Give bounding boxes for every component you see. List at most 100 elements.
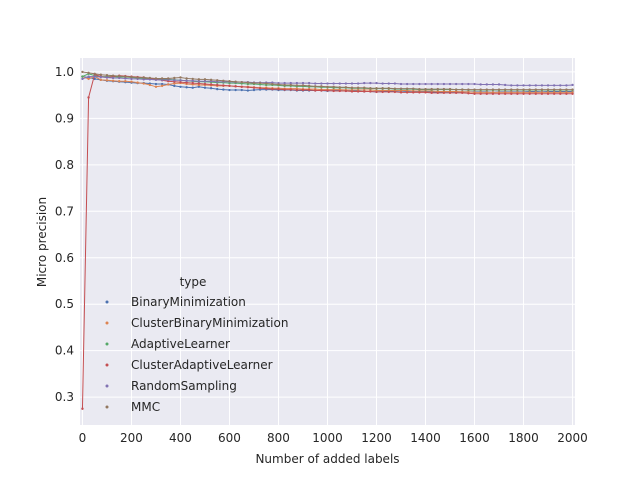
data-point [160, 77, 164, 80]
data-point [448, 82, 452, 86]
data-point [497, 83, 501, 86]
data-point [209, 86, 213, 90]
data-point [277, 83, 280, 86]
data-point [565, 92, 568, 95]
data-point [148, 76, 152, 80]
data-point [130, 80, 133, 83]
data-point [314, 82, 317, 85]
data-point [503, 83, 507, 87]
data-point [412, 91, 415, 94]
data-point [130, 77, 133, 81]
data-point [467, 88, 470, 91]
data-point [565, 88, 568, 91]
legend-entry: MMC [131, 400, 160, 414]
data-point [467, 92, 470, 95]
data-point [320, 82, 323, 85]
data-point [234, 88, 237, 92]
data-point [124, 75, 127, 78]
series-5 [81, 70, 574, 91]
data-point [179, 79, 182, 82]
data-point [491, 92, 495, 95]
data-point [118, 76, 121, 80]
data-point [197, 78, 201, 81]
data-point [540, 84, 544, 87]
data-point [209, 83, 213, 86]
data-point [160, 84, 164, 88]
data-point [203, 78, 207, 81]
data-point [185, 81, 188, 84]
y-tick-label: 0.9 [55, 111, 74, 125]
data-point [301, 81, 305, 85]
data-point [485, 83, 488, 86]
data-point [271, 87, 274, 91]
legend-marker [105, 342, 109, 346]
data-point [418, 91, 421, 94]
data-point [307, 81, 311, 85]
data-point [173, 79, 176, 82]
data-point [240, 88, 243, 92]
data-point [412, 82, 415, 86]
data-point [191, 79, 194, 82]
data-point [363, 86, 366, 89]
data-point [418, 82, 421, 86]
data-point [326, 89, 329, 92]
data-point [516, 88, 519, 91]
data-point [393, 90, 397, 94]
data-point [185, 77, 188, 80]
data-point [234, 85, 237, 88]
data-point [332, 89, 335, 93]
data-point [307, 88, 311, 92]
data-point [87, 75, 90, 78]
x-tick-label: 600 [218, 431, 241, 445]
data-point [258, 86, 262, 90]
data-point [350, 86, 354, 89]
data-point [118, 80, 121, 83]
data-point [179, 76, 182, 79]
data-point [252, 81, 256, 85]
data-point [442, 91, 446, 95]
data-point [338, 86, 341, 89]
data-point [363, 81, 366, 85]
data-point [344, 89, 348, 93]
data-point [467, 82, 470, 86]
data-point [118, 74, 121, 78]
data-point [81, 407, 84, 410]
data-point [160, 82, 164, 86]
data-point [81, 77, 84, 81]
data-point [528, 88, 531, 91]
data-point [228, 80, 231, 83]
data-point [534, 88, 537, 91]
legend-entry: ClusterBinaryMinimization [131, 316, 288, 330]
data-point [424, 91, 427, 94]
grid [80, 58, 575, 425]
x-tick-label: 1600 [459, 431, 490, 445]
data-point [228, 84, 231, 88]
data-point [154, 85, 158, 89]
data-point [216, 83, 219, 87]
data-point [167, 77, 170, 80]
data-point [185, 86, 188, 89]
data-point [436, 87, 439, 91]
data-point [173, 76, 176, 80]
data-point [381, 82, 384, 85]
data-point [111, 74, 115, 77]
data-point [191, 81, 194, 85]
data-point [546, 92, 550, 95]
data-point [387, 82, 390, 85]
data-point [350, 82, 354, 85]
legend-entry: ClusterAdaptiveLearner [131, 358, 273, 372]
legend-marker [105, 321, 109, 325]
data-point [473, 82, 476, 86]
data-point [350, 90, 354, 93]
data-point [497, 88, 501, 91]
x-tick-label: 1200 [361, 431, 392, 445]
data-point [234, 80, 237, 83]
x-tick-label: 200 [120, 431, 143, 445]
data-point [265, 82, 268, 85]
data-point [491, 88, 495, 91]
data-point [559, 84, 562, 87]
data-point [442, 82, 446, 86]
data-point [258, 81, 262, 85]
